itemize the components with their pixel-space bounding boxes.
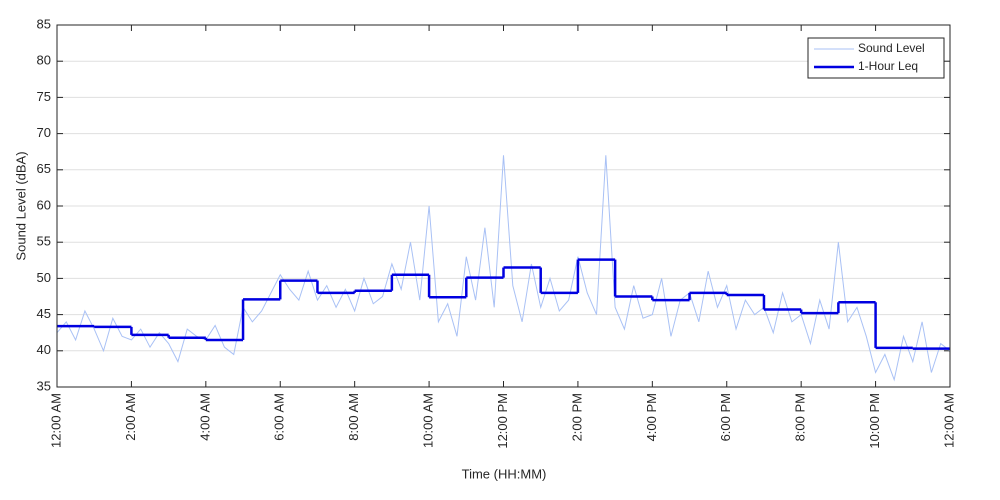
x-tick-label: 6:00 PM — [718, 393, 733, 441]
y-tick-label: 40 — [37, 342, 51, 357]
x-tick-label: 8:00 PM — [793, 393, 808, 441]
x-axis-label: Time (HH:MM) — [462, 466, 547, 481]
y-tick-label: 60 — [37, 197, 51, 212]
x-tick-label: 2:00 PM — [569, 393, 584, 441]
x-tick-label: 6:00 AM — [272, 393, 287, 441]
x-tick-label: 12:00 PM — [495, 393, 510, 449]
y-tick-label: 55 — [37, 234, 51, 249]
plot-frame — [56, 24, 951, 388]
legend-box — [807, 37, 945, 79]
y-tick-label: 45 — [37, 306, 51, 321]
x-tick-label: 12:00 AM — [48, 393, 63, 448]
y-tick-label: 85 — [37, 16, 51, 31]
x-tick-label: 4:00 PM — [644, 393, 659, 441]
y-tick-label: 80 — [37, 53, 51, 68]
legend-label: 1-Hour Leq — [858, 59, 918, 73]
y-tick-label: 75 — [37, 89, 51, 104]
y-tick-label: 35 — [37, 378, 51, 393]
x-tick-label: 12:00 AM — [941, 393, 956, 448]
x-tick-label: 4:00 AM — [197, 393, 212, 441]
x-tick-label: 10:00 PM — [867, 393, 882, 449]
x-tick-label: 2:00 AM — [123, 393, 138, 441]
x-tick-label: 10:00 AM — [421, 393, 436, 448]
x-tick-label: 8:00 AM — [346, 393, 361, 441]
y-tick-label: 50 — [37, 270, 51, 285]
legend-label: Sound Level — [858, 41, 925, 55]
y-tick-label: 70 — [37, 125, 51, 140]
y-axis-label: Sound Level (dBA) — [13, 151, 28, 260]
y-tick-label: 65 — [37, 161, 51, 176]
